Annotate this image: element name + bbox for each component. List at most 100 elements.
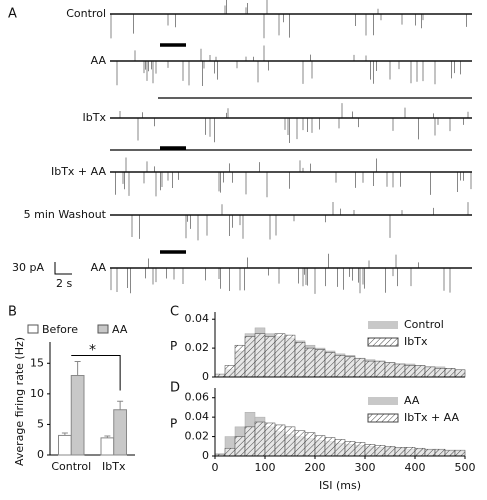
histogram-bar — [434, 368, 446, 378]
panel-label: C — [170, 305, 179, 320]
scale-label: 30 pA — [12, 261, 44, 274]
y-tick-label: 10 — [30, 387, 44, 400]
histogram-bar — [254, 333, 266, 378]
histogram-bar — [424, 366, 436, 378]
histogram-bar — [224, 365, 236, 378]
trace-label: Control — [66, 7, 106, 20]
histogram-bar — [314, 349, 326, 378]
trace — [110, 45, 472, 86]
trace-label: IbTx — [83, 111, 107, 124]
histogram-bar — [354, 357, 366, 378]
y-axis-label: P — [170, 339, 177, 353]
legend-swatch — [97, 324, 109, 334]
trace-label: AA — [91, 261, 107, 274]
trace-label: AA — [91, 54, 107, 67]
legend-label: AA — [112, 323, 128, 336]
histogram-bar — [344, 441, 356, 457]
error-bar — [74, 360, 81, 376]
histogram-bar — [264, 336, 276, 378]
legend-swatch — [367, 413, 399, 423]
histogram-bar — [354, 442, 366, 457]
y-tick-label: 0.04 — [185, 312, 210, 325]
y-tick-label: 0.04 — [185, 410, 210, 423]
trace — [110, 157, 472, 198]
error-bar — [104, 435, 111, 438]
x-tick-label: 300 — [355, 461, 376, 474]
bar — [70, 375, 85, 456]
x-tick-label: 100 — [255, 461, 276, 474]
legend-swatch — [27, 324, 39, 334]
histogram-bar — [234, 344, 246, 378]
y-tick-label: 0.02 — [185, 341, 210, 354]
histogram-bar — [324, 352, 336, 378]
legend-swatch — [368, 321, 398, 329]
trace-label: 5 min Washout — [24, 208, 107, 221]
x-tick-label: 200 — [305, 461, 326, 474]
histogram-bar — [454, 449, 466, 457]
histogram-bar — [224, 447, 236, 457]
legend-swatch — [368, 397, 398, 405]
x-tick-label: 0 — [212, 461, 219, 474]
legend-swatch — [367, 337, 399, 347]
trace — [110, 201, 472, 241]
y-tick-label: 0 — [37, 448, 44, 461]
trace — [110, 103, 472, 144]
y-tick-label: 0.02 — [185, 430, 210, 443]
histogram-bar — [414, 447, 426, 457]
trace — [110, 0, 472, 39]
histogram-bar — [234, 436, 246, 457]
histogram-bar — [254, 421, 266, 457]
histogram-bar — [364, 360, 376, 378]
histogram-bar — [334, 439, 346, 457]
histogram-bar — [274, 424, 286, 457]
histogram-bar — [274, 333, 286, 378]
legend-label: AA — [404, 394, 420, 407]
histogram-bar — [244, 426, 256, 457]
histogram-bar — [444, 449, 456, 457]
x-tick-label: IbTx — [102, 460, 126, 473]
x-tick-label: 400 — [405, 461, 426, 474]
histogram-bar — [414, 365, 426, 378]
histogram-bar — [334, 355, 346, 378]
significance-bracket — [71, 354, 121, 391]
histogram-bar — [264, 422, 276, 457]
error-bar — [117, 400, 124, 410]
histogram-bar — [314, 435, 326, 457]
y-tick-label: 15 — [30, 356, 44, 369]
histogram-bar — [444, 368, 456, 378]
histogram-bar — [384, 446, 396, 457]
histogram-bar — [374, 360, 386, 378]
histogram-bar — [304, 347, 316, 378]
histogram-bar — [424, 448, 436, 457]
histogram-bar — [394, 363, 406, 378]
histogram-bar — [364, 444, 376, 457]
legend-label: IbTx + AA — [404, 411, 459, 424]
histogram-bar — [404, 365, 416, 378]
histogram-bar — [404, 447, 416, 457]
histogram-bar — [294, 430, 306, 457]
trace-label: IbTx + AA — [51, 165, 106, 178]
y-axis-label: Average firing rate (Hz) — [13, 337, 26, 466]
histogram-bar — [284, 334, 296, 378]
y-tick-label: 0.06 — [185, 391, 210, 404]
y-axis-label: P — [170, 417, 177, 431]
histogram-bar — [394, 447, 406, 457]
y-tick-label: 5 — [37, 417, 44, 430]
scale-bar — [54, 262, 72, 275]
x-tick-label: 500 — [455, 461, 476, 474]
legend-label: Before — [42, 323, 78, 336]
histogram-bar — [434, 448, 446, 457]
histogram-bar — [344, 356, 356, 378]
histogram-bar — [244, 336, 256, 378]
trace — [110, 253, 472, 294]
y-tick-label: 0 — [202, 370, 209, 383]
histogram-bar — [384, 362, 396, 378]
traces — [110, 0, 472, 294]
histogram-bar — [284, 426, 296, 457]
histogram-bar — [374, 445, 386, 457]
histogram-bar — [294, 342, 306, 378]
annotation: * — [89, 342, 96, 358]
panel-label: A — [8, 7, 17, 22]
panel-label: B — [8, 305, 17, 320]
